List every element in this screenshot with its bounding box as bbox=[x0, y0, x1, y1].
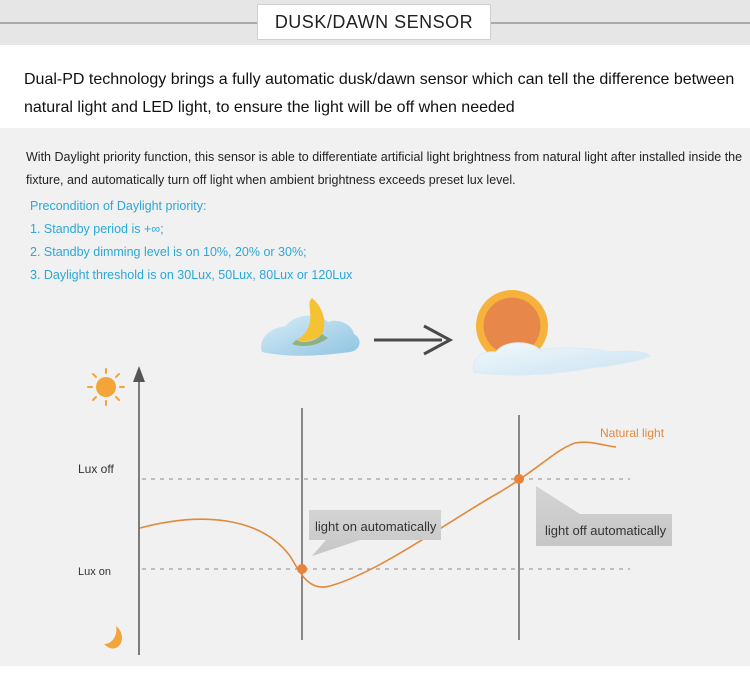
y-axis bbox=[133, 366, 145, 655]
condition-item: 2. Standby dimming level is on 10%, 20% … bbox=[30, 245, 307, 259]
natural-light-curve bbox=[139, 441, 617, 588]
light-off-point bbox=[514, 474, 524, 484]
natural-light-label: Natural light bbox=[600, 426, 665, 440]
night-cloud-icon bbox=[261, 298, 360, 356]
day-sun-cloud-icon bbox=[472, 290, 651, 376]
light-on-callout-text: light on automatically bbox=[315, 519, 437, 534]
lux-off-label: Lux off bbox=[78, 462, 114, 476]
condition-item: 3. Daylight threshold is on 30Lux, 50Lux… bbox=[30, 268, 353, 282]
section-title: DUSK/DAWN SENSOR bbox=[257, 4, 491, 40]
light-off-callout-text: light off automatically bbox=[545, 523, 667, 538]
condition-item: 1. Standby period is +∞; bbox=[30, 222, 164, 236]
crescent-moon-icon bbox=[296, 298, 325, 342]
precondition-title: Precondition of Daylight priority: bbox=[30, 199, 207, 213]
light-on-callout: light on automatically bbox=[309, 510, 441, 556]
transition-arrow-icon bbox=[374, 324, 454, 356]
content-panel bbox=[0, 128, 750, 666]
intro-text: Dual-PD technology brings a fully automa… bbox=[24, 71, 735, 116]
small-moon-icon bbox=[104, 626, 122, 649]
small-sun-icon bbox=[87, 368, 125, 406]
light-off-callout: light off automatically bbox=[536, 486, 672, 546]
description-text: With Daylight priority function, this se… bbox=[26, 150, 743, 187]
lux-on-label: Lux on bbox=[78, 566, 111, 578]
light-on-point bbox=[297, 564, 307, 574]
